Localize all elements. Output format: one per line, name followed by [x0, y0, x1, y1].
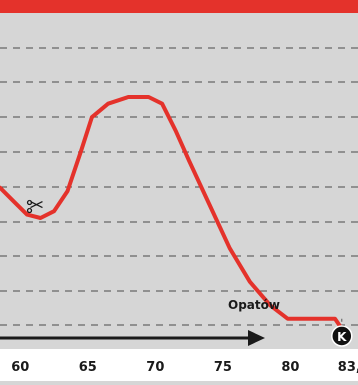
feeding-zone-icon — [26, 199, 43, 214]
elevation-line — [0, 95, 344, 331]
finish-marker-label: K — [337, 330, 347, 344]
x-axis-bar: 60 65 70 75 80 83,8 km — [0, 349, 358, 381]
distance-arrow-head — [248, 330, 265, 346]
x-tick-label-3: 70 — [146, 360, 164, 375]
finish-marker-circle — [331, 325, 353, 347]
header-strip — [0, 0, 358, 13]
x-tick-label-6: 83,8 km — [338, 360, 358, 375]
elevation-series — [0, 95, 344, 331]
grid-lines — [0, 47, 358, 326]
x-tick-label-1: 60 — [11, 360, 29, 375]
annotations: Opatów — [26, 199, 280, 312]
x-axis: 60 65 70 75 80 83,8 km — [11, 360, 358, 375]
place-label-opatw: Opatów — [228, 298, 280, 312]
x-tick-label-2: 65 — [79, 360, 97, 375]
feeding-zone-icon-shape — [26, 199, 43, 214]
distance-arrow: K — [0, 325, 353, 347]
x-tick-label-5: 80 — [281, 360, 299, 375]
x-tick-label-4: 75 — [214, 360, 232, 375]
